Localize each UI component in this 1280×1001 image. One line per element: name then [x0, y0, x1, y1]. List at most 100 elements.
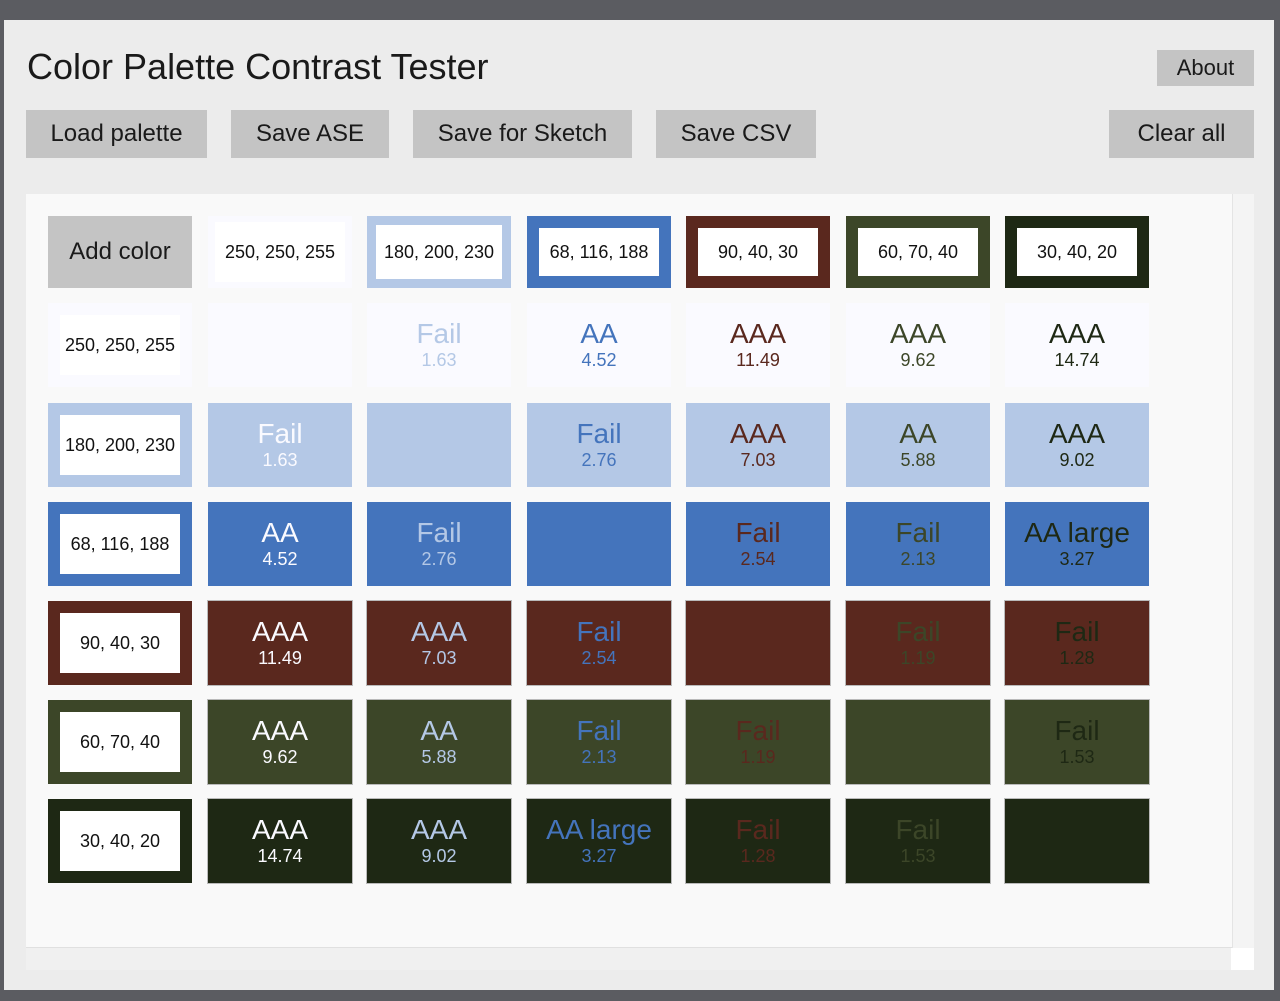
contrast-level: Fail: [735, 814, 781, 845]
vertical-scrollbar[interactable]: [1232, 194, 1254, 948]
add-color-button[interactable]: Add color: [48, 216, 192, 288]
save-ase-button[interactable]: Save ASE: [231, 110, 389, 158]
contrast-level: AAA: [889, 318, 947, 349]
save-sketch-button[interactable]: Save for Sketch: [413, 110, 632, 158]
row-color-value[interactable]: 250, 250, 255: [60, 315, 180, 375]
horizontal-scrollbar[interactable]: [26, 948, 1231, 970]
contrast-level: AA large: [1024, 517, 1130, 548]
contrast-ratio: 1.19: [900, 648, 936, 668]
contrast-level: AAA: [729, 318, 787, 349]
column-color-value[interactable]: 30, 40, 20: [1017, 228, 1137, 276]
column-color-swatch[interactable]: 250, 250, 255: [208, 216, 352, 288]
contrast-result-cell: Fail 1.53: [845, 798, 991, 884]
clear-all-button[interactable]: Clear all: [1109, 110, 1254, 158]
contrast-ratio: 2.76: [581, 450, 617, 470]
contrast-level: Fail: [895, 517, 941, 548]
contrast-result-cell: [527, 502, 671, 586]
contrast-ratio: 9.02: [421, 846, 457, 866]
contrast-result-cell: AA 5.88: [846, 403, 990, 487]
contrast-level: AA: [580, 318, 618, 349]
contrast-result-cell: AAA 14.74: [1005, 303, 1149, 387]
column-color-swatch[interactable]: 180, 200, 230: [367, 216, 511, 288]
save-csv-button[interactable]: Save CSV: [656, 110, 816, 158]
contrast-level: AAA: [729, 418, 787, 449]
contrast-result-cell: Fail 2.54: [686, 502, 830, 586]
contrast-level: AA: [420, 715, 458, 746]
contrast-result-cell: Fail 1.53: [1004, 699, 1150, 785]
column-color-swatch[interactable]: 68, 116, 188: [527, 216, 671, 288]
contrast-ratio: 14.74: [1054, 350, 1100, 370]
contrast-result-cell: AAA 9.62: [846, 303, 990, 387]
contrast-level: Fail: [576, 715, 622, 746]
contrast-ratio: 11.49: [258, 648, 302, 668]
contrast-ratio: 1.53: [1059, 747, 1095, 767]
column-color-value[interactable]: 90, 40, 30: [698, 228, 818, 276]
contrast-level: AAA: [251, 814, 309, 845]
row-color-swatch[interactable]: 60, 70, 40: [48, 700, 192, 784]
row-color-swatch[interactable]: 180, 200, 230: [48, 403, 192, 487]
contrast-level: Fail: [1054, 616, 1100, 647]
contrast-ratio: 2.54: [740, 549, 776, 569]
row-color-value[interactable]: 90, 40, 30: [60, 613, 180, 673]
contrast-level: AA large: [546, 814, 652, 845]
row-color-value[interactable]: 180, 200, 230: [60, 415, 180, 475]
contrast-level: AAA: [410, 616, 468, 647]
contrast-ratio: 2.13: [900, 549, 936, 569]
row-color-swatch[interactable]: 90, 40, 30: [48, 601, 192, 685]
contrast-ratio: 1.28: [740, 846, 776, 866]
column-color-swatch[interactable]: 90, 40, 30: [686, 216, 830, 288]
row-color-value[interactable]: 30, 40, 20: [60, 811, 180, 871]
contrast-ratio: 9.62: [262, 747, 298, 767]
contrast-result-cell: [845, 699, 991, 785]
contrast-ratio: 1.63: [421, 350, 457, 370]
contrast-result-cell: AAA 7.03: [686, 403, 830, 487]
contrast-result-cell: Fail 1.19: [845, 600, 991, 686]
app-title: Color Palette Contrast Tester: [27, 46, 489, 87]
contrast-result-cell: AAA 9.62: [207, 699, 353, 785]
contrast-ratio: 1.28: [1059, 648, 1095, 668]
contrast-ratio: 9.62: [900, 350, 936, 370]
row-color-swatch[interactable]: 30, 40, 20: [48, 799, 192, 883]
contrast-ratio: 3.27: [1059, 549, 1095, 569]
contrast-result-cell: Fail 1.28: [685, 798, 831, 884]
contrast-result-cell: AAA 9.02: [1005, 403, 1149, 487]
row-color-value[interactable]: 68, 116, 188: [60, 514, 180, 574]
column-color-value[interactable]: 250, 250, 255: [215, 222, 345, 282]
contrast-level: AA: [261, 517, 299, 548]
app-window: Color Palette Contrast Tester About Load…: [4, 20, 1274, 990]
contrast-result-cell: Fail 1.63: [367, 303, 511, 387]
contrast-level: AA: [899, 418, 937, 449]
column-color-value[interactable]: 180, 200, 230: [376, 225, 502, 279]
load-palette-button[interactable]: Load palette: [26, 110, 207, 158]
contrast-level: AAA: [251, 715, 309, 746]
contrast-ratio: 5.88: [900, 450, 936, 470]
column-color-value[interactable]: 60, 70, 40: [858, 228, 978, 276]
about-button[interactable]: About: [1157, 50, 1254, 86]
contrast-result-cell: AAA 7.03: [366, 600, 512, 686]
contrast-result-cell: AA 5.88: [366, 699, 512, 785]
contrast-grid-panel: Add color 250, 250, 255 180, 200, 230 68, …: [26, 194, 1236, 948]
contrast-level: AAA: [410, 814, 468, 845]
row-color-swatch[interactable]: 250, 250, 255: [48, 303, 192, 387]
contrast-level: AAA: [1048, 318, 1106, 349]
contrast-result-cell: Fail 2.76: [527, 403, 671, 487]
contrast-ratio: 2.13: [581, 747, 617, 767]
column-color-swatch[interactable]: 30, 40, 20: [1005, 216, 1149, 288]
contrast-level: Fail: [895, 616, 941, 647]
contrast-result-cell: Fail 2.13: [526, 699, 672, 785]
contrast-result-cell: [367, 403, 511, 487]
column-color-value[interactable]: 68, 116, 188: [539, 228, 659, 276]
contrast-result-cell: AA large 3.27: [526, 798, 672, 884]
contrast-ratio: 11.49: [736, 350, 780, 370]
contrast-ratio: 7.03: [421, 648, 457, 668]
column-color-swatch[interactable]: 60, 70, 40: [846, 216, 990, 288]
contrast-ratio: 4.52: [262, 549, 298, 569]
contrast-ratio: 9.02: [1059, 450, 1095, 470]
contrast-level: Fail: [257, 418, 303, 449]
contrast-result-cell: AA 4.52: [527, 303, 671, 387]
contrast-ratio: 1.53: [900, 846, 936, 866]
row-color-swatch[interactable]: 68, 116, 188: [48, 502, 192, 586]
row-color-value[interactable]: 60, 70, 40: [60, 712, 180, 772]
contrast-level: Fail: [735, 517, 781, 548]
contrast-result-cell: AA 4.52: [208, 502, 352, 586]
